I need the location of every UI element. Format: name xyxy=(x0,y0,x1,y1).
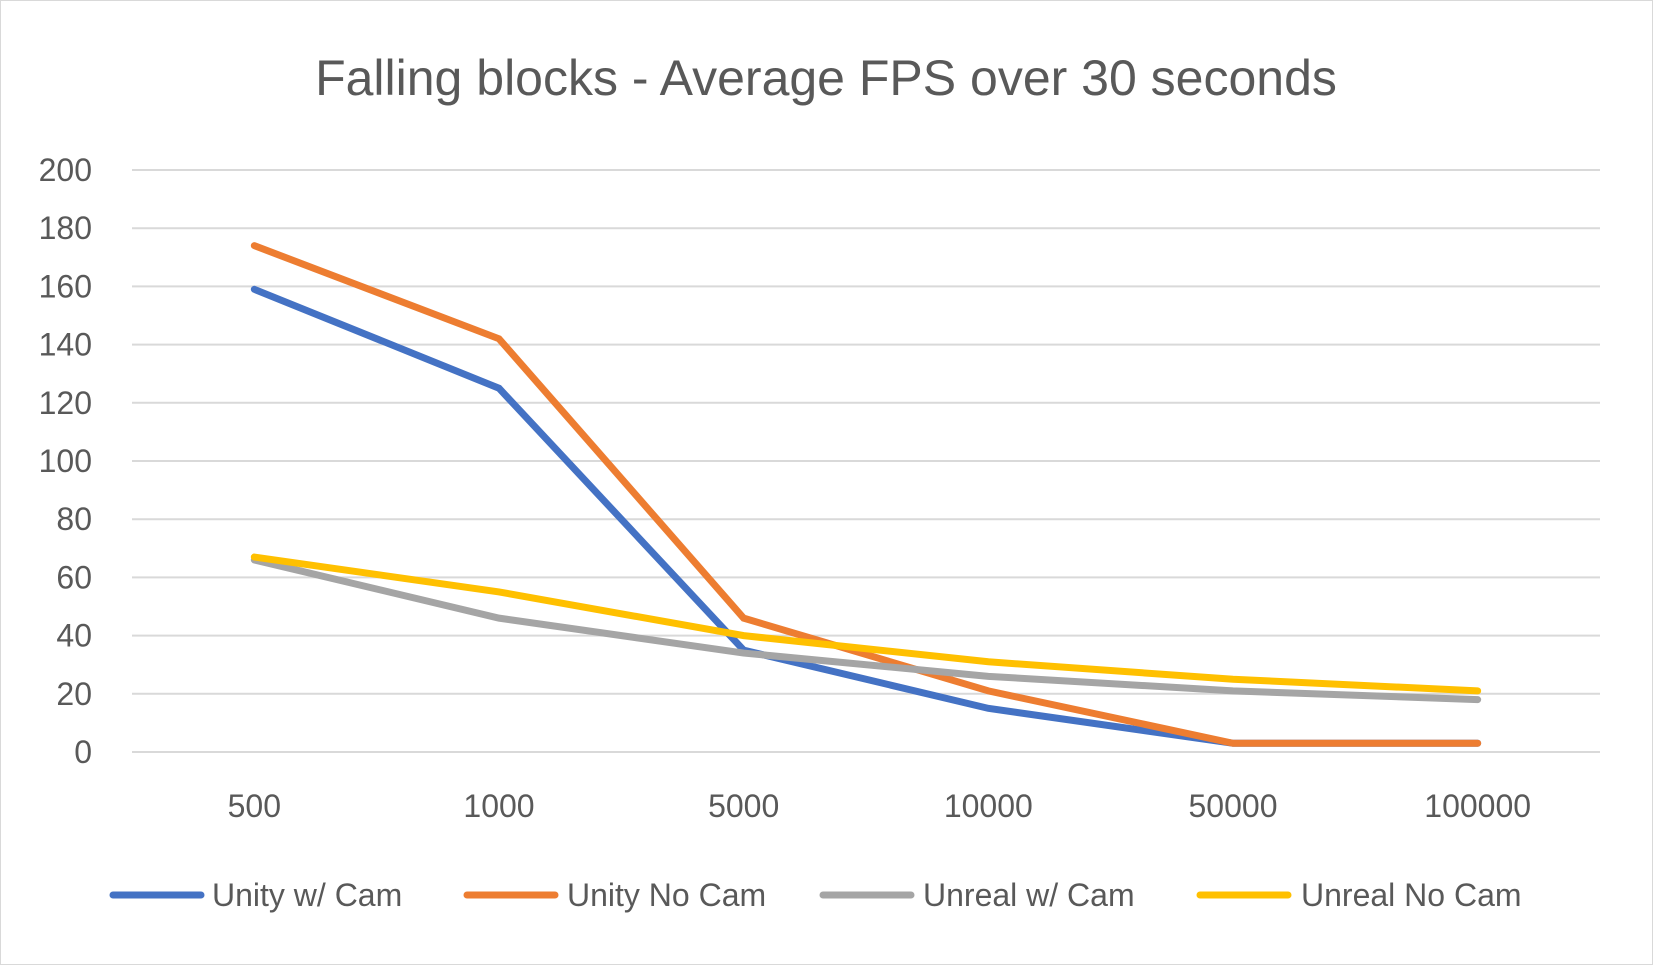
x-tick-label: 100000 xyxy=(1424,788,1531,824)
legend: Unity w/ Cam Unity No Cam Unreal w/ Cam Unr… xyxy=(109,877,1522,913)
y-tick-label: 200 xyxy=(39,152,92,188)
y-tick-label: 140 xyxy=(39,327,92,363)
y-tick-label: 120 xyxy=(39,385,92,421)
series-line-4 xyxy=(250,553,1482,695)
y-tick-label: 0 xyxy=(74,734,92,770)
legend-label: Unreal w/ Cam xyxy=(923,877,1135,913)
legend-item: Unity No Cam xyxy=(463,877,766,913)
y-tick-label: 20 xyxy=(56,676,92,712)
y-tick-label: 180 xyxy=(39,210,92,246)
y-axis: 0 20 40 60 80 100 120 140 160 180 200 xyxy=(39,152,92,770)
legend-label: Unity No Cam xyxy=(567,877,766,913)
x-axis: 500 1000 5000 10000 50000 100000 xyxy=(228,788,1531,824)
y-tick-label: 40 xyxy=(56,618,92,654)
legend-item: Unity w/ Cam xyxy=(109,877,402,913)
x-tick-label: 500 xyxy=(228,788,281,824)
x-tick-label: 1000 xyxy=(463,788,534,824)
chart-title: Falling blocks - Average FPS over 30 sec… xyxy=(315,50,1337,106)
gridlines xyxy=(132,169,1600,753)
series-line-2 xyxy=(250,242,1482,747)
y-tick-label: 100 xyxy=(39,443,92,479)
series-lines xyxy=(250,242,1482,747)
legend-item: Unreal w/ Cam xyxy=(819,877,1135,913)
y-tick-label: 160 xyxy=(39,268,92,304)
legend-item: Unreal No Cam xyxy=(1196,877,1522,913)
y-tick-label: 60 xyxy=(56,559,92,595)
y-tick-label: 80 xyxy=(56,501,92,537)
legend-label: Unreal No Cam xyxy=(1301,877,1522,913)
series-line-1 xyxy=(250,285,1482,747)
x-tick-label: 5000 xyxy=(708,788,779,824)
series-line-3 xyxy=(250,556,1482,704)
legend-label: Unity w/ Cam xyxy=(212,877,402,913)
x-tick-label: 10000 xyxy=(944,788,1033,824)
x-tick-label: 50000 xyxy=(1189,788,1278,824)
